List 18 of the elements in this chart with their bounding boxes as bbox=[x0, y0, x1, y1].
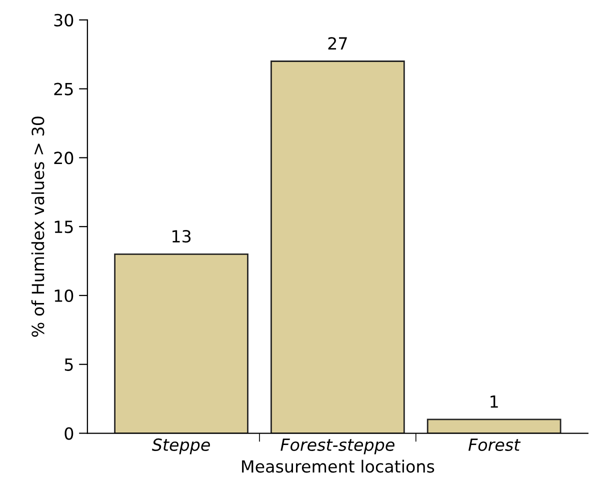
data-label: 13 bbox=[172, 230, 191, 243]
y-tick-label: 30 bbox=[54, 14, 74, 26]
x-tick-label: Steppe bbox=[152, 438, 210, 454]
y-tick-label: 5 bbox=[64, 358, 73, 371]
x-axis-title: Measurement locations bbox=[242, 460, 434, 473]
bar bbox=[426, 418, 562, 434]
y-tick-label: 0 bbox=[64, 427, 74, 440]
x-tick-label: Forest bbox=[468, 438, 521, 452]
y-tick-label: 10 bbox=[54, 289, 74, 302]
data-label: 1 bbox=[490, 396, 498, 408]
y-tick-label: 25 bbox=[54, 82, 73, 96]
data-label: 27 bbox=[328, 37, 347, 50]
bar bbox=[270, 60, 405, 434]
bar bbox=[114, 253, 248, 434]
x-tick-label: Forest-steppe bbox=[280, 438, 394, 454]
y-tick-label: 15 bbox=[54, 220, 73, 234]
y-tick-label: 20 bbox=[54, 152, 74, 164]
y-axis-title: % of Humidex values > 30 bbox=[31, 116, 44, 337]
